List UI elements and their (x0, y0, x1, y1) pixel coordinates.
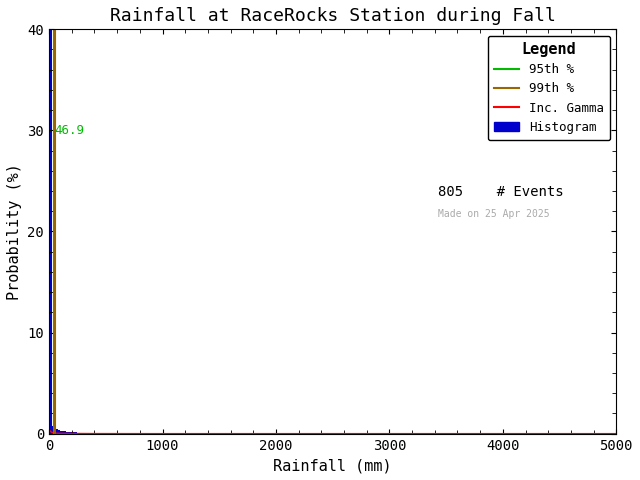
Bar (66, 432, 69, 433)
Text: 805    # Events: 805 # Events (438, 185, 563, 199)
99th % (51, 420, 59, 426)
Legend: 95th %, 99th %, Inc. Gamma, Histogram: 95th %, 99th %, Inc. Gamma, Histogram (488, 36, 610, 140)
95th % (51, 420, 58, 426)
Bar (63, 431, 66, 433)
Bar (60, 431, 63, 433)
Bar (58, 430, 60, 433)
Inc. Gamma (612, 431, 620, 436)
Inc. Gamma (45, 426, 53, 432)
Inc. Gamma (262, 431, 269, 436)
Inc. Gamma (468, 431, 476, 436)
Inc. Gamma (511, 431, 519, 436)
X-axis label: Rainfall (mm): Rainfall (mm) (273, 458, 392, 473)
Bar (49, 29, 52, 433)
Line: Inc. Gamma: Inc. Gamma (49, 429, 616, 433)
Inc. Gamma (148, 431, 156, 436)
Inc. Gamma (414, 431, 422, 436)
Bar (52, 426, 55, 433)
Y-axis label: Probability (%): Probability (%) (7, 163, 22, 300)
99th % (51, 431, 59, 436)
Text: 46.9: 46.9 (54, 124, 84, 137)
95th % (51, 431, 58, 436)
Bar (69, 432, 72, 433)
Inc. Gamma (385, 431, 393, 436)
Bar (72, 432, 75, 433)
Text: Made on 25 Apr 2025: Made on 25 Apr 2025 (438, 209, 549, 219)
Bar (77, 432, 80, 433)
Title: Rainfall at RaceRocks Station during Fall: Rainfall at RaceRocks Station during Fal… (110, 7, 556, 25)
Bar (75, 432, 77, 433)
Bar (55, 429, 58, 433)
